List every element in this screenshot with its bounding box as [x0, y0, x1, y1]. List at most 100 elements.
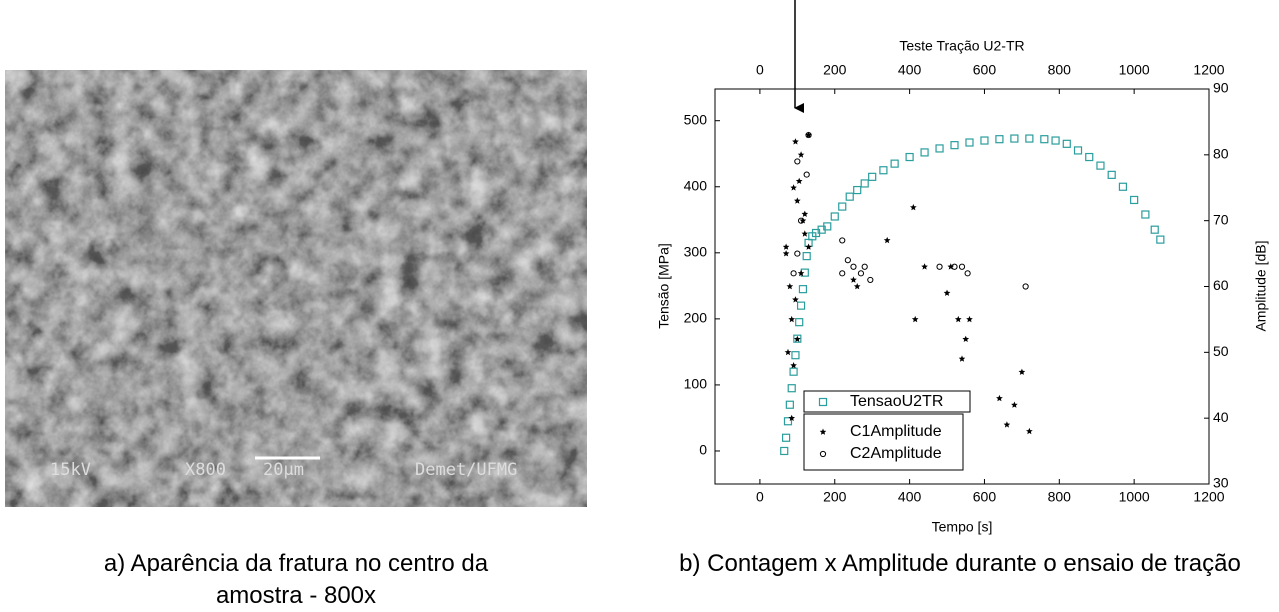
- square-marker: [1073, 146, 1083, 155]
- star-marker: [911, 315, 919, 323]
- star-marker: [792, 138, 799, 145]
- star-marker: [966, 315, 973, 323]
- star-marker: [801, 230, 809, 237]
- square-marker: [802, 252, 811, 261]
- square-marker: [905, 152, 914, 162]
- chart-title: Teste Tração U2-TR: [899, 38, 1024, 54]
- square-marker: [1085, 152, 1094, 162]
- star-marker: [786, 283, 794, 290]
- sem-texture: [5, 70, 587, 507]
- y2-tick-label: 90: [1213, 80, 1229, 96]
- y2-tick-label: 30: [1213, 475, 1229, 491]
- x-tick-label: 1000: [1119, 489, 1150, 505]
- square-marker: [1156, 235, 1165, 244]
- square-marker: [796, 301, 806, 310]
- square-marker: [868, 172, 877, 181]
- star-marker: [797, 151, 805, 158]
- legend-label: TensaoU2TR: [850, 393, 943, 410]
- x2-tick-label: 0: [756, 62, 764, 78]
- star-marker: [790, 362, 797, 369]
- square-marker: [783, 417, 793, 426]
- star-marker: [1011, 401, 1018, 408]
- star-marker: [921, 263, 928, 270]
- star-marker: [792, 296, 799, 303]
- star-marker: [996, 394, 1003, 402]
- legend-box: [803, 413, 964, 471]
- star-marker: [797, 269, 805, 277]
- circle-marker: [805, 131, 812, 139]
- square-marker: [845, 192, 854, 201]
- x-tick-label: 0: [756, 489, 764, 505]
- star-marker: [788, 414, 795, 421]
- square-marker: [995, 135, 1004, 144]
- circle-marker: [839, 270, 846, 277]
- x-axis-label: Tempo [s]: [932, 519, 993, 535]
- circle-marker: [794, 250, 801, 257]
- square-marker: [1010, 134, 1019, 143]
- square-marker: [980, 136, 989, 145]
- square-marker: [965, 138, 974, 147]
- square-marker: [1025, 134, 1034, 143]
- y2-tick-label: 60: [1213, 277, 1229, 293]
- square-marker: [838, 202, 847, 211]
- square-marker: [1096, 161, 1105, 170]
- star-marker: [788, 315, 795, 323]
- star-marker: [943, 289, 951, 296]
- circle-marker: [797, 217, 805, 224]
- circle-marker: [861, 263, 868, 270]
- x-tick-label: 400: [898, 489, 922, 505]
- square-marker: [818, 397, 828, 407]
- circle-marker: [790, 270, 797, 277]
- circle-marker: [958, 263, 966, 270]
- square-marker: [879, 166, 888, 175]
- legend-label: C1Amplitude: [850, 423, 942, 440]
- circle-marker: [951, 263, 958, 270]
- y-tick-label: 0: [699, 442, 707, 458]
- square-marker: [1130, 195, 1139, 205]
- star-marker: [910, 204, 917, 211]
- x2-tick-label: 200: [823, 62, 847, 78]
- y-tick-label: 200: [684, 310, 708, 326]
- star-marker: [805, 243, 812, 250]
- square-marker: [1141, 210, 1150, 219]
- square-marker: [1040, 135, 1049, 144]
- square-marker: [782, 433, 791, 442]
- circle-marker: [819, 450, 827, 458]
- square-marker: [793, 334, 802, 343]
- star-marker: [1018, 368, 1026, 375]
- square-marker: [785, 400, 794, 409]
- circle-marker: [850, 263, 857, 270]
- star-marker: [794, 197, 801, 204]
- square-marker: [920, 148, 929, 157]
- y2-tick-label: 70: [1213, 211, 1229, 227]
- square-marker: [795, 318, 804, 327]
- x-tick-label: 600: [973, 489, 997, 505]
- image-label: Demet/UFMG: [415, 460, 517, 480]
- star-marker: [883, 236, 891, 244]
- x-tick-label: 1200: [1193, 489, 1224, 505]
- star-marker: [819, 428, 827, 435]
- square-marker: [787, 384, 796, 393]
- image-labels: 15kV X800 20µm Demet/UFMG: [50, 456, 517, 480]
- x-tick-label: 800: [1048, 489, 1072, 505]
- square-marker: [1118, 182, 1128, 191]
- circle-marker: [844, 257, 851, 264]
- star-marker: [962, 335, 970, 342]
- y2-axis-label: Amplitude [dB]: [1253, 240, 1269, 331]
- square-marker: [890, 159, 899, 168]
- star-marker: [853, 283, 861, 290]
- square-marker: [1062, 139, 1071, 148]
- y2-tick-label: 40: [1213, 409, 1229, 425]
- square-marker: [830, 212, 839, 221]
- y2-tick-label: 50: [1213, 343, 1229, 359]
- x2-tick-label: 800: [1048, 62, 1072, 78]
- circle-marker: [794, 158, 801, 165]
- square-marker: [853, 185, 862, 195]
- square-marker: [823, 222, 832, 231]
- image-label: 15kV: [50, 460, 91, 480]
- star-marker: [1003, 421, 1011, 428]
- star-marker: [958, 355, 966, 362]
- x2-tick-label: 1200: [1193, 62, 1224, 78]
